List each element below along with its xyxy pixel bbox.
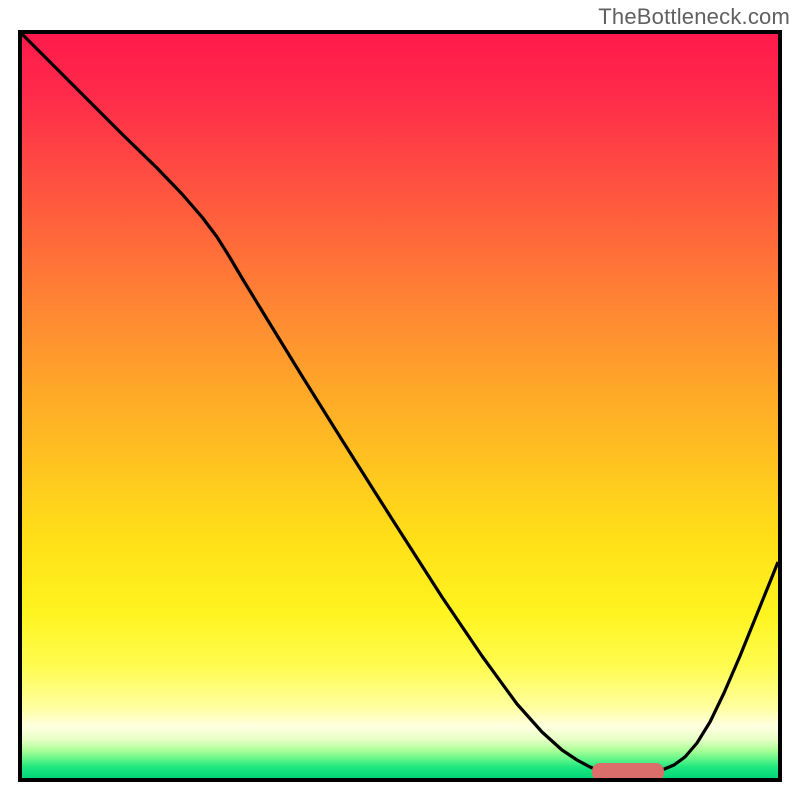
optimal-marker [592,763,664,778]
bottleneck-chart [22,34,778,778]
chart-frame [18,30,782,782]
watermark-text: TheBottleneck.com [598,4,790,30]
